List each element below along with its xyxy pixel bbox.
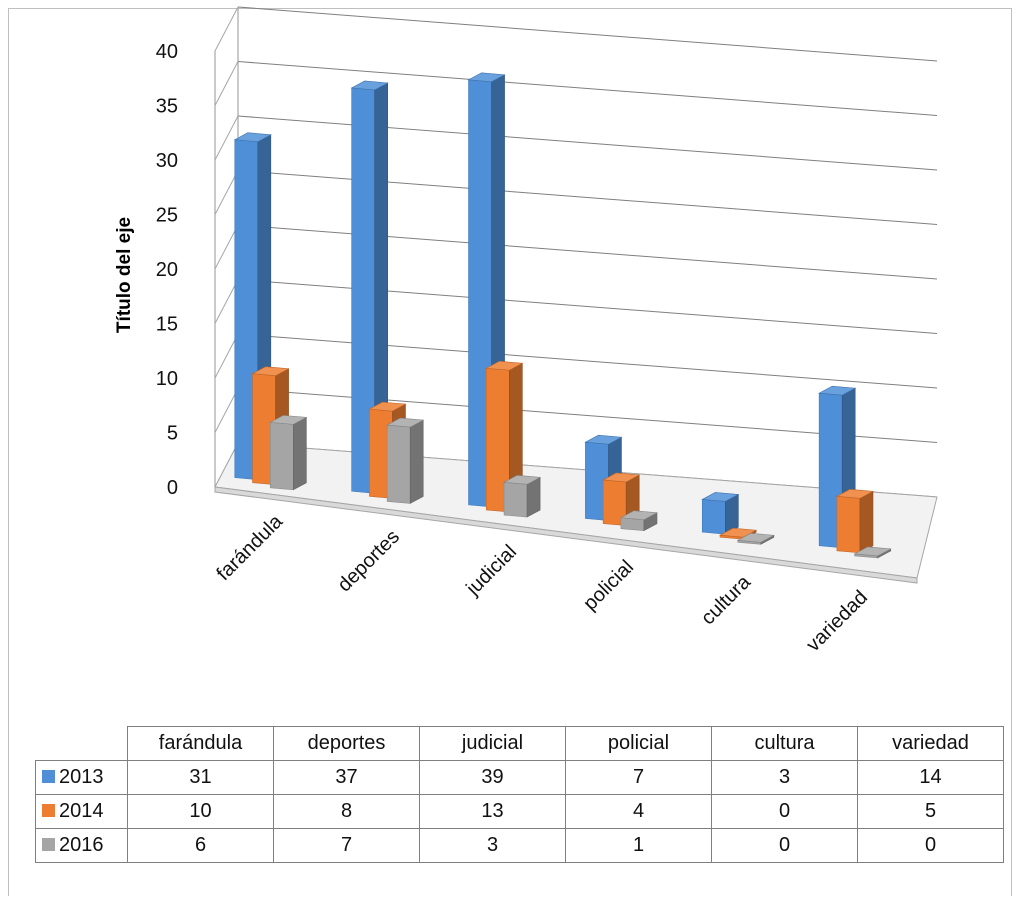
table-cell: 37	[273, 760, 420, 795]
table-cell: 0	[711, 794, 858, 829]
table-column-header: deportes	[273, 726, 420, 761]
table-header-row: farándula deportes judicial policial cultura…	[35, 726, 1004, 761]
table-column-header: farándula	[127, 726, 274, 761]
chart-frame	[8, 8, 1012, 896]
y-tick-label: 40	[156, 41, 178, 63]
table-cell: 4	[565, 794, 712, 829]
bar-2014-variedad	[835, 489, 874, 554]
y-tick-labels: 0 5 10 15 20 25 30 35 40	[156, 41, 178, 499]
y-tick-label: 20	[156, 259, 178, 281]
table-column-header: policial	[565, 726, 712, 761]
y-tick-label: 15	[156, 314, 178, 336]
table-cell: 7	[273, 828, 420, 863]
table-row-header: 2016	[35, 828, 128, 863]
table-cell: 3	[711, 760, 858, 795]
y-tick-label: 25	[156, 205, 178, 227]
table-cell: 14	[857, 760, 1004, 795]
x-tick-label: farándula	[213, 510, 288, 585]
legend-series-name: 2014	[59, 800, 104, 822]
bar-2014-judicial	[485, 360, 524, 513]
y-tick-label: 35	[156, 96, 178, 118]
table-cell: 31	[127, 760, 274, 795]
bar-2016-judicial	[503, 475, 542, 518]
table-row: 2016 6 7 3 1 0 0	[35, 828, 1004, 863]
table-cell: 0	[857, 828, 1004, 863]
table-cell: 0	[711, 828, 858, 863]
legend-series-name: 2016	[59, 834, 104, 856]
y-tick-label: 0	[167, 477, 178, 499]
bar-2016-cultura	[736, 532, 775, 545]
legend-key-swatch	[42, 770, 55, 783]
table-cell: 1	[565, 828, 712, 863]
table-row-header: 2014	[35, 794, 128, 829]
table-corner-cell	[35, 726, 128, 761]
x-tick-label: variedad	[802, 586, 872, 656]
table-column-header: variedad	[857, 726, 1004, 761]
x-tick-label: policial	[579, 556, 638, 615]
legend-series-name: 2013	[59, 766, 104, 788]
bars	[233, 72, 892, 559]
bar-2013-cultura	[701, 492, 740, 535]
table-cell: 3	[419, 828, 566, 863]
bar-2016-variedad	[853, 546, 892, 559]
table-row-header: 2013	[35, 760, 128, 795]
table-cell: 8	[273, 794, 420, 829]
bar-2016-farándula	[269, 415, 308, 491]
bar-2016-deportes	[386, 417, 425, 504]
table-column-header: cultura	[711, 726, 858, 761]
legend-key-swatch	[42, 838, 55, 851]
y-tick-label: 10	[156, 368, 178, 390]
bar-2013-deportes	[350, 80, 389, 494]
y-tick-label: 30	[156, 150, 178, 172]
bar-2016-policial	[619, 510, 658, 532]
table-cell: 39	[419, 760, 566, 795]
table-column-header: judicial	[419, 726, 566, 761]
table-cell: 6	[127, 828, 274, 863]
y-axis-title: Título del eje	[114, 217, 135, 333]
table-cell: 10	[127, 794, 274, 829]
y-tick-label: 5	[167, 423, 178, 445]
legend-key-swatch	[42, 804, 55, 817]
data-table: farándula deportes judicial policial cultura…	[35, 726, 1004, 863]
chart-plot: 0 5 10 15 20 25 30 35 40 farándula deportes judici…	[114, 6, 938, 656]
x-tick-label: cultura	[697, 571, 756, 630]
table-row: 2013 31 37 39 7 3 14	[35, 760, 1004, 795]
table-cell: 13	[419, 794, 566, 829]
table-cell: 5	[857, 794, 1004, 829]
table-row: 2014 10 8 13 4 0 5	[35, 794, 1004, 829]
x-tick-label: judicial	[462, 541, 522, 601]
x-tick-label: deportes	[333, 526, 404, 597]
table-cell: 7	[565, 760, 712, 795]
